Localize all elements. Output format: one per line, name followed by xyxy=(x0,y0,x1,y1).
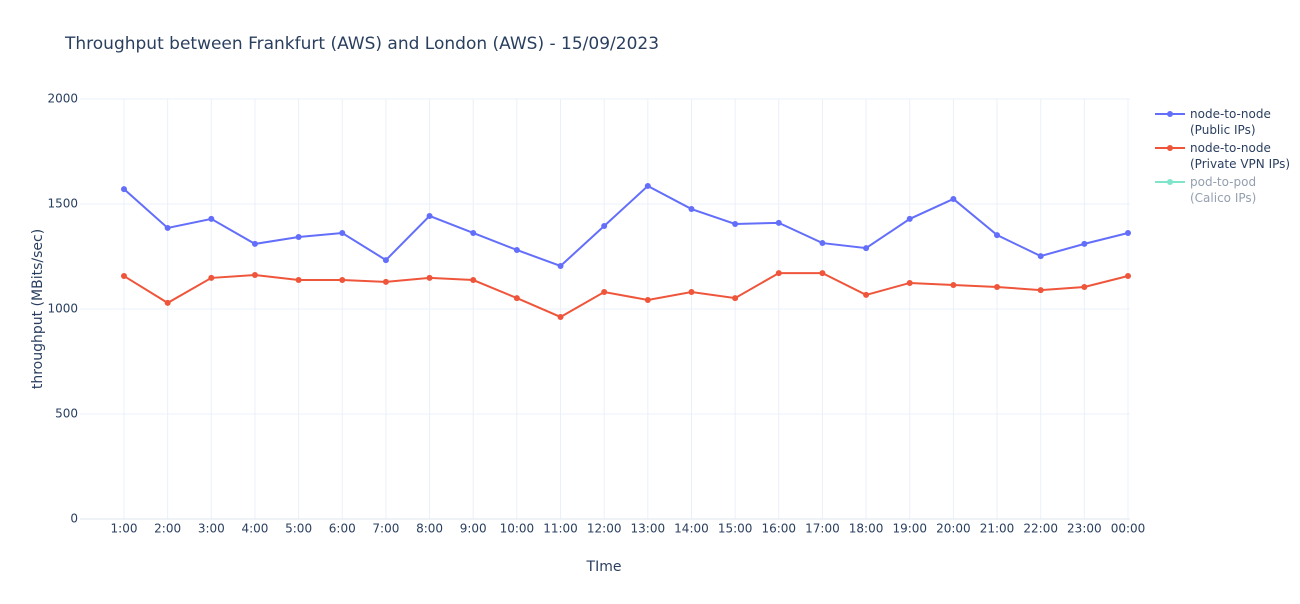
x-tick-label: 9:00 xyxy=(460,522,487,536)
x-tick-label: 00:00 xyxy=(1111,522,1146,536)
data-point xyxy=(601,288,608,295)
x-tick-label: 10:00 xyxy=(500,522,535,536)
data-point xyxy=(775,270,782,277)
x-tick-label: 3:00 xyxy=(198,522,225,536)
data-point xyxy=(950,195,957,202)
data-point xyxy=(644,182,651,189)
data-point xyxy=(513,295,520,302)
chart-title: Throughput between Frankfurt (AWS) and L… xyxy=(64,34,659,54)
y-tick-label: 0 xyxy=(70,512,78,526)
y-tick-label: 1500 xyxy=(47,197,78,211)
data-point xyxy=(863,291,870,298)
data-point xyxy=(1037,253,1044,260)
data-point xyxy=(121,273,127,280)
data-point xyxy=(732,295,739,302)
x-tick-label: 2:00 xyxy=(154,522,181,536)
data-point xyxy=(339,229,346,236)
data-point xyxy=(732,220,739,227)
x-tick-label: 21:00 xyxy=(980,522,1015,536)
data-point xyxy=(863,245,870,252)
data-point xyxy=(164,224,171,231)
data-point xyxy=(164,299,171,306)
data-point xyxy=(906,279,913,286)
x-tick-label: 18:00 xyxy=(849,522,884,536)
series-line xyxy=(123,272,1129,319)
x-tick-label: 13:00 xyxy=(631,522,666,536)
series-line xyxy=(123,184,1129,268)
data-point xyxy=(251,240,258,247)
data-point xyxy=(1081,240,1088,247)
legend-item[interactable]: pod-to-pod (Calico IPs) xyxy=(1155,174,1290,208)
x-tick-label: 6:00 xyxy=(329,522,356,536)
legend-label: node-to-node (Public IPs) xyxy=(1190,107,1271,137)
legend-label: pod-to-pod (Calico IPs) xyxy=(1190,175,1257,205)
x-tick-label: 23:00 xyxy=(1067,522,1102,536)
legend-label: node-to-node (Private VPN IPs) xyxy=(1190,141,1291,171)
data-point xyxy=(950,282,957,289)
data-point xyxy=(251,271,258,278)
data-point xyxy=(339,277,346,284)
data-point xyxy=(208,274,215,281)
x-tick-label: 16:00 xyxy=(761,522,796,536)
x-tick-label: 1:00 xyxy=(111,522,138,536)
data-point xyxy=(470,229,477,236)
data-point xyxy=(557,313,564,320)
data-point xyxy=(295,277,302,284)
x-tick-label: 17:00 xyxy=(805,522,840,536)
x-tick-label: 19:00 xyxy=(892,522,927,536)
x-axis-label: TIme xyxy=(586,559,622,575)
y-axis-label: throughput (MBits/sec) xyxy=(30,229,46,389)
data-point xyxy=(601,223,608,230)
legend-swatch xyxy=(1155,140,1185,156)
data-point xyxy=(994,232,1001,239)
x-tick-label: 20:00 xyxy=(936,522,971,536)
data-point xyxy=(819,240,826,247)
legend-swatch xyxy=(1155,106,1185,122)
x-tick-label: 12:00 xyxy=(587,522,622,536)
data-point xyxy=(906,215,913,222)
data-point xyxy=(1037,287,1044,294)
data-point xyxy=(295,233,302,240)
data-point xyxy=(688,206,695,213)
data-point xyxy=(382,257,389,264)
data-point xyxy=(775,219,782,226)
data-point xyxy=(513,246,520,253)
x-tick-label: 11:00 xyxy=(543,522,578,536)
data-point xyxy=(208,215,215,222)
data-point xyxy=(819,270,826,277)
legend: node-to-node (Public IPs) node-to-node (P… xyxy=(1155,106,1290,208)
x-tick-label: 14:00 xyxy=(674,522,709,536)
data-point xyxy=(426,212,433,219)
data-point xyxy=(1125,273,1131,280)
data-point xyxy=(994,283,1001,290)
data-point xyxy=(121,186,127,193)
y-tick-label: 1000 xyxy=(47,302,78,316)
data-point xyxy=(644,296,651,303)
x-tick-label: 15:00 xyxy=(718,522,753,536)
data-point xyxy=(688,288,695,295)
y-tick-label: 500 xyxy=(55,407,78,421)
x-tick-label: 7:00 xyxy=(372,522,399,536)
y-tick-label: 2000 xyxy=(47,92,78,106)
x-tick-label: 4:00 xyxy=(241,522,268,536)
data-point xyxy=(1081,283,1088,290)
legend-item[interactable]: node-to-node (Public IPs) xyxy=(1155,106,1290,140)
data-point xyxy=(382,278,389,285)
x-tick-label: 5:00 xyxy=(285,522,312,536)
legend-item[interactable]: node-to-node (Private VPN IPs) xyxy=(1155,140,1290,174)
legend-swatch xyxy=(1155,174,1185,190)
x-tick-label: 22:00 xyxy=(1023,522,1058,536)
x-tick-label: 8:00 xyxy=(416,522,443,536)
data-point xyxy=(1125,229,1131,236)
data-point xyxy=(426,274,433,281)
data-point xyxy=(557,262,564,269)
data-point xyxy=(470,277,477,284)
